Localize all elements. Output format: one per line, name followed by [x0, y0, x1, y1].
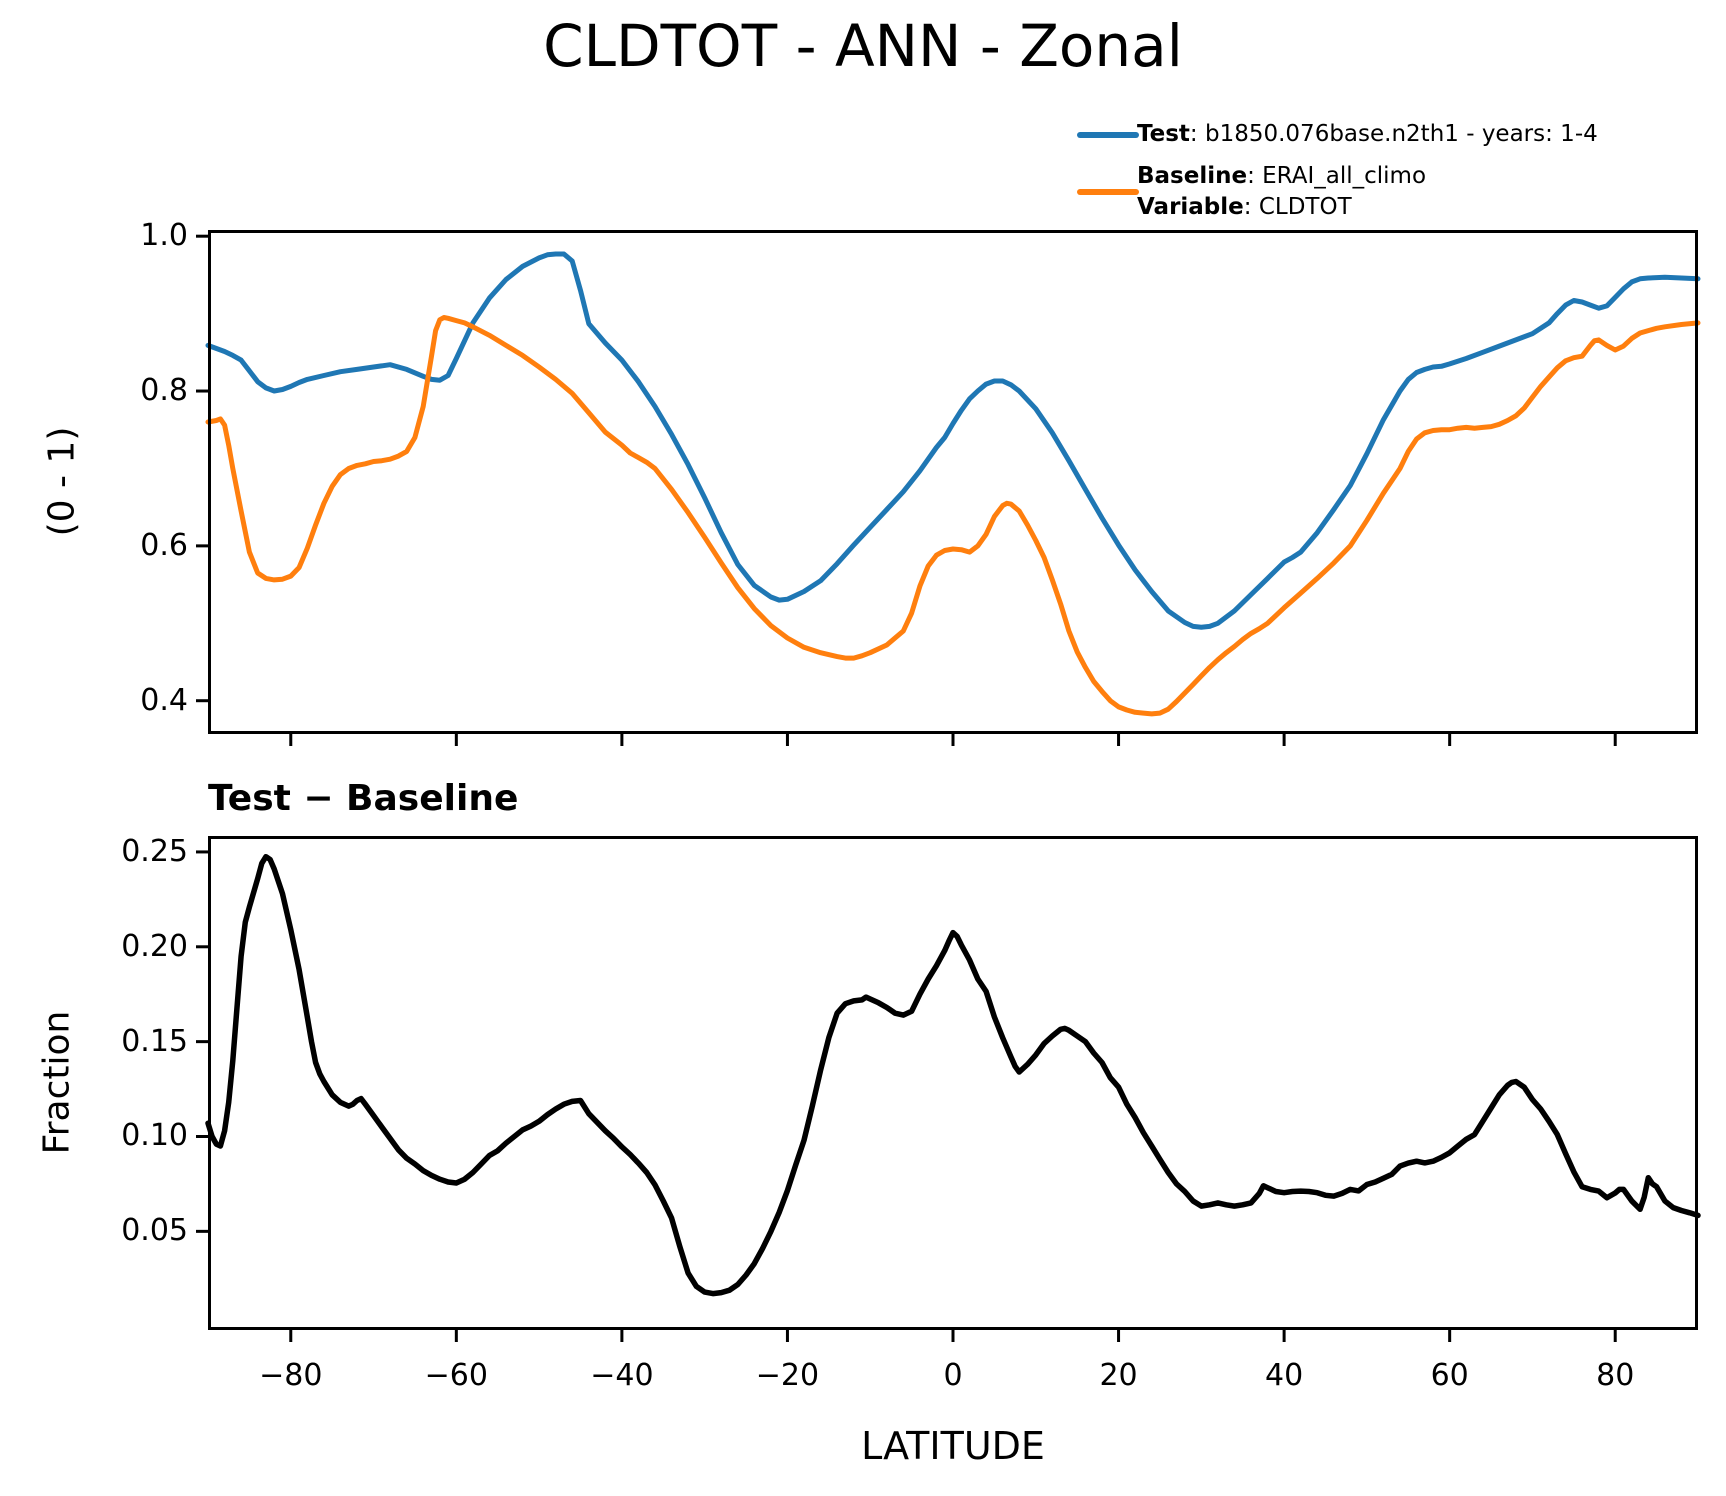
top-ytick-label: 0.6 [140, 527, 188, 563]
bottom-xtick-label: −20 [755, 1358, 820, 1393]
top-ytick-label: 0.4 [140, 682, 188, 718]
bottom-xtick-label: 0 [943, 1358, 963, 1393]
bottom-xtick-label: 20 [1099, 1358, 1138, 1393]
bottom-xtick-label: −40 [590, 1358, 654, 1393]
bottom-ytick-label: 0.15 [121, 1023, 188, 1059]
legend-baseline-entry: Baseline: ERAI_all_climo [1137, 163, 1426, 189]
bottom-ytick-label: 0.05 [121, 1213, 188, 1249]
legend-baseline-label: Baseline [1137, 163, 1248, 189]
diff-line [205, 853, 1701, 1297]
bottom-spines [208, 836, 1698, 1330]
top-ticks [196, 234, 1617, 746]
bottom-ytick-label: 0.25 [121, 833, 188, 869]
bottom-xtick-label: −60 [424, 1358, 488, 1393]
legend-variable-value: : CLDTOT [1243, 194, 1352, 220]
figure-title: CLDTOT - ANN - Zonal [543, 12, 1183, 80]
top-ytick-label: 0.8 [140, 373, 188, 409]
bottom-ytick-label: 0.10 [121, 1118, 188, 1154]
top-plot [196, 230, 1701, 746]
legend-baseline-swatch [1077, 189, 1139, 195]
baseline-line [205, 315, 1701, 717]
top-spines [208, 230, 1698, 734]
bottom-xtick-label: −80 [259, 1358, 323, 1393]
bottom-xtick-label: 80 [1596, 1358, 1635, 1393]
legend-variable-label: Variable [1137, 194, 1244, 220]
legend-test-value: : b1850.076base.n2th1 - years: 1-4 [1189, 121, 1598, 147]
bottom-ticks [196, 850, 1617, 1342]
x-axis-label: LATITUDE [861, 1424, 1045, 1468]
test-line [205, 251, 1701, 630]
legend-variable-entry: Variable: CLDTOT [1137, 194, 1352, 220]
bottom-plot [196, 836, 1701, 1342]
top-ytick-label: 1.0 [140, 218, 188, 254]
bottom-xtick-label: 40 [1265, 1358, 1304, 1393]
legend-test-entry: Test: b1850.076base.n2th1 - years: 1-4 [1137, 121, 1598, 147]
bottom-plot-ylabel: Fraction [36, 1010, 78, 1155]
bottom-plot-title: Test − Baseline [208, 778, 519, 819]
bottom-xtick-label: 60 [1430, 1358, 1469, 1393]
bottom-ytick-label: 0.20 [121, 928, 188, 964]
legend-test-swatch [1077, 132, 1139, 138]
legend-baseline-value: : ERAI_all_climo [1247, 163, 1427, 189]
legend-test-label: Test [1137, 121, 1190, 147]
